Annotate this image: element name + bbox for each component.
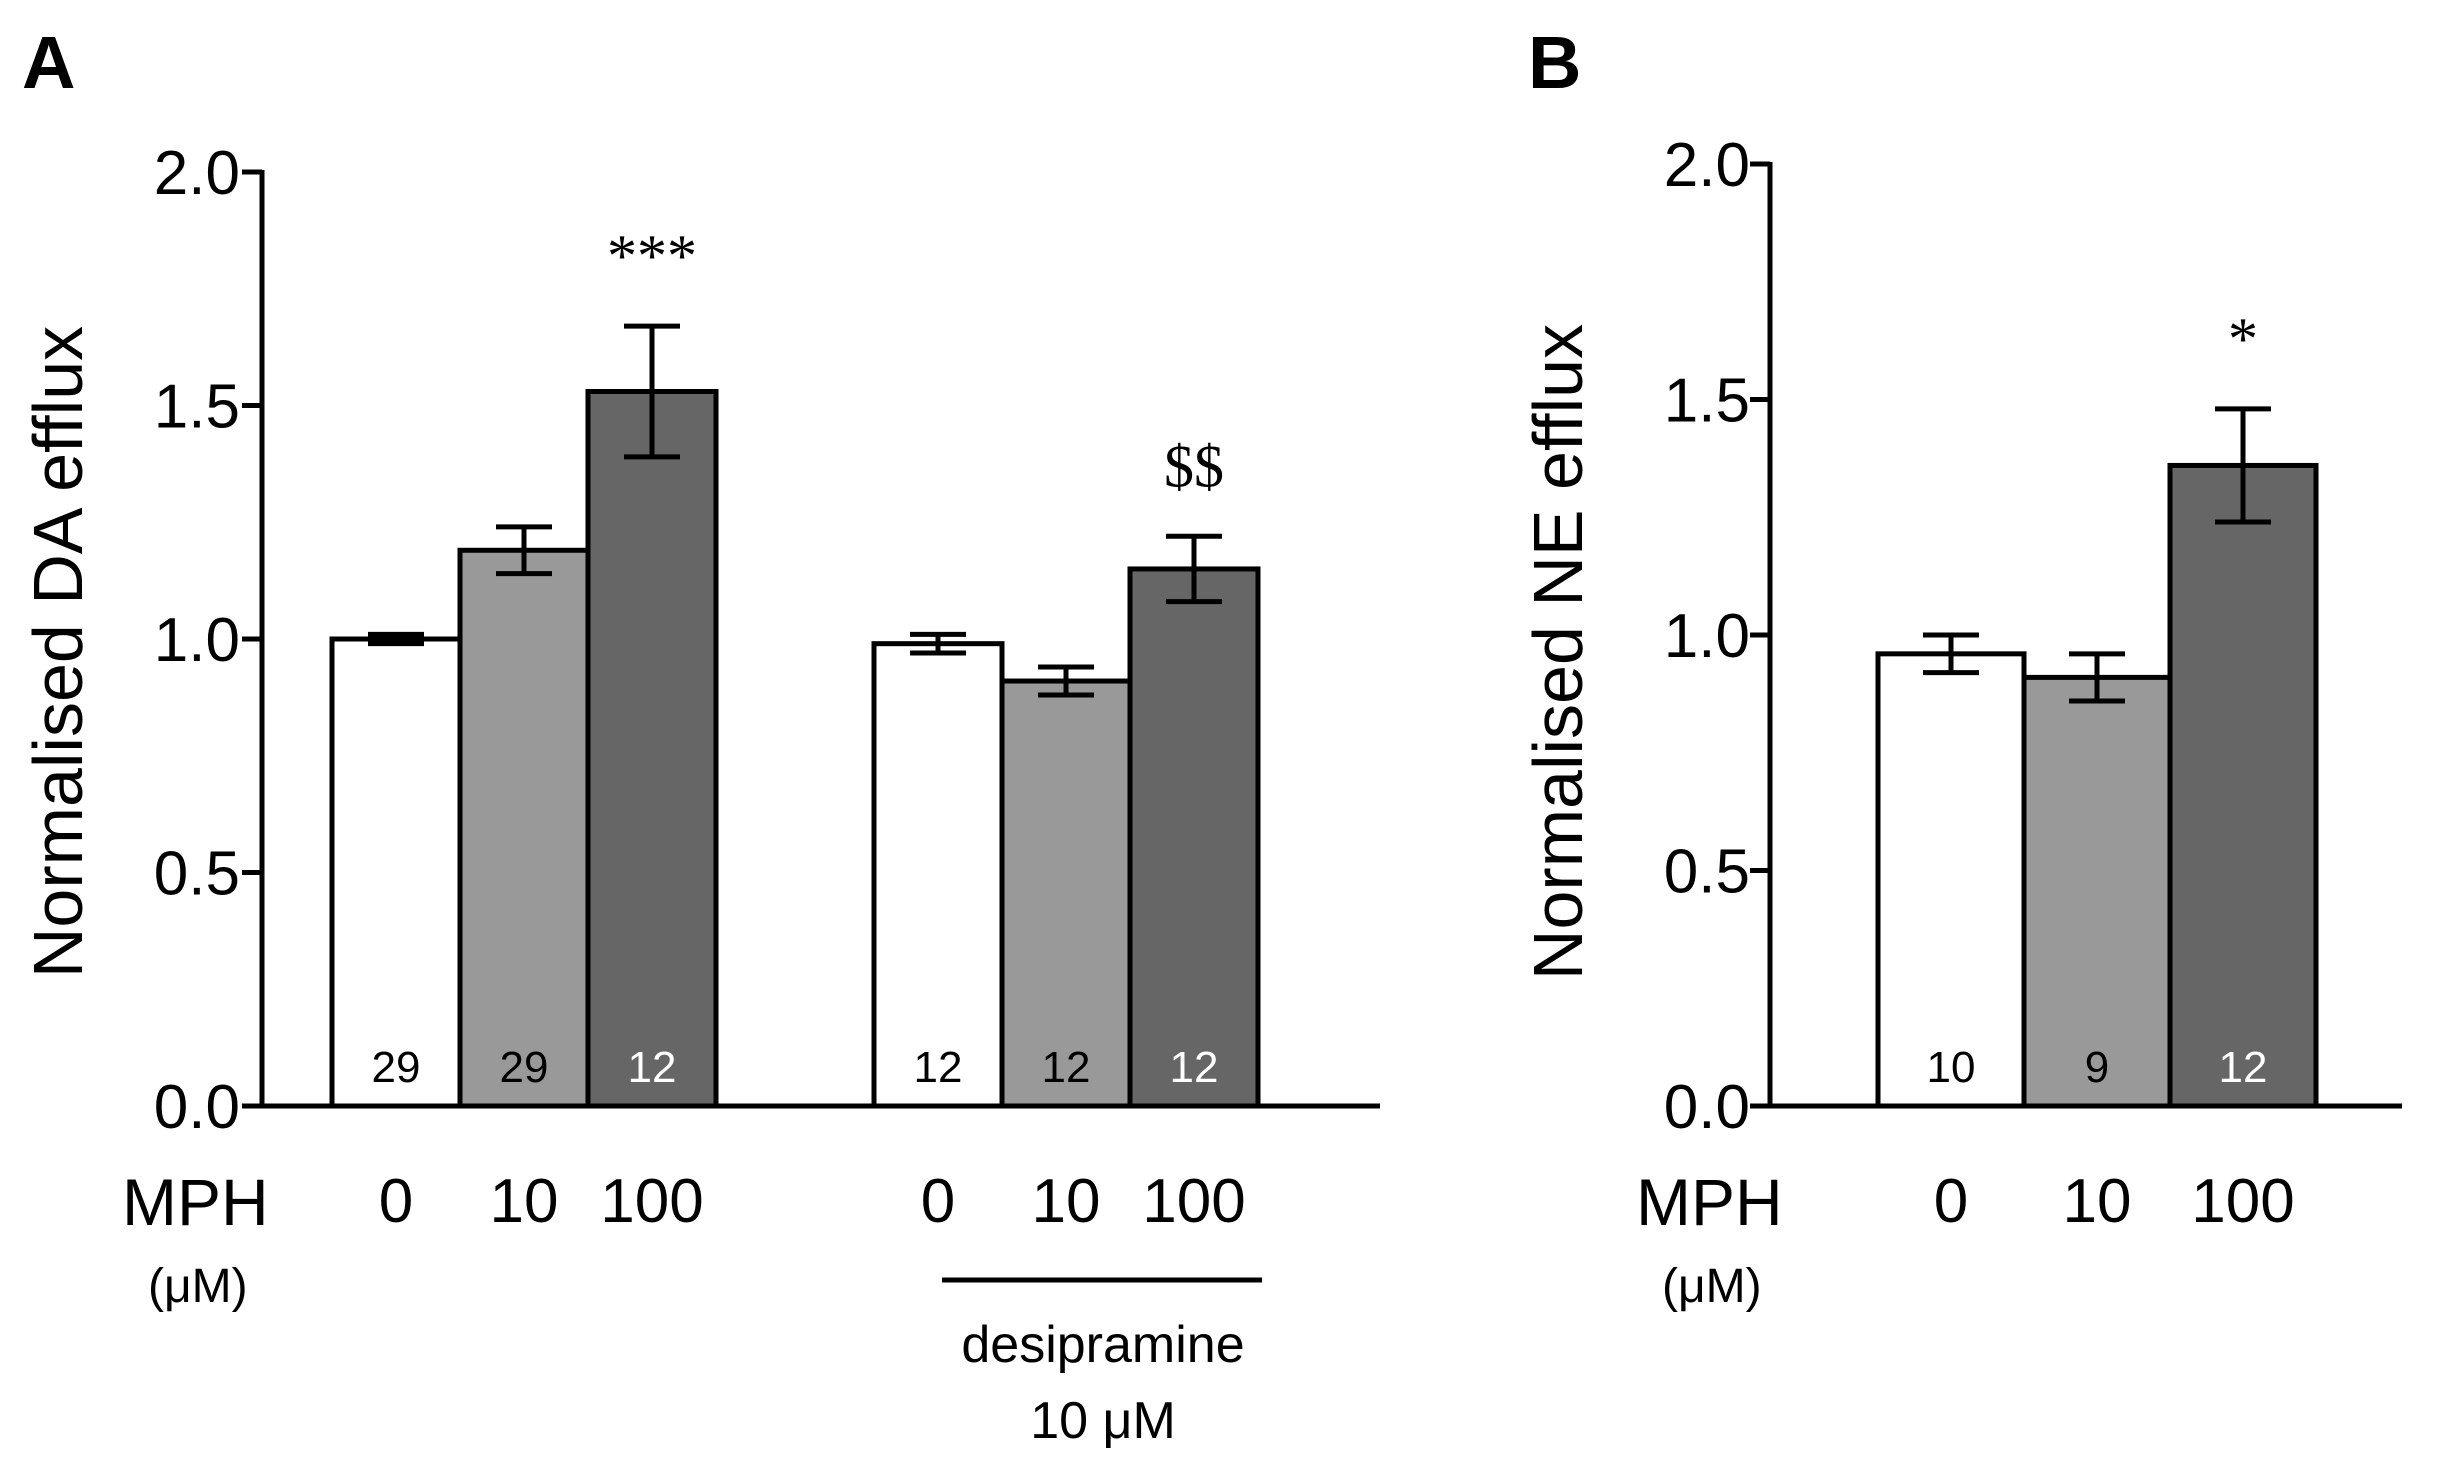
y-tick-label: 1.0	[154, 606, 240, 675]
bar-n-label: 9	[2085, 1043, 2109, 1092]
x-category-label: 10	[2063, 1167, 2132, 1236]
significance-annotation: $$	[1164, 433, 1224, 499]
y-tick-label: 0.5	[1664, 838, 1750, 907]
bar	[999, 678, 1133, 1109]
y-tick-label: 1.0	[1664, 602, 1750, 671]
y-tick-label: 0.0	[154, 1073, 240, 1142]
significance-annotation: ***	[607, 223, 697, 289]
y-tick-label: 2.0	[154, 139, 240, 208]
y-tick-label: 0.0	[1664, 1073, 1750, 1142]
x-row-unit-a: (μM)	[148, 1260, 248, 1313]
panel-b: B Normalised NE efflux MPH (μM) 0.0 0.5 1.…	[1519, 21, 2402, 1313]
x-category-label: 100	[2191, 1167, 2294, 1236]
y-axis-label-a: Normalised DA efflux	[19, 326, 97, 978]
panel-label-a: A	[22, 21, 75, 104]
x-row-unit-b: (μM)	[1662, 1260, 1762, 1313]
bar	[457, 547, 591, 1109]
significance-annotation: *	[2228, 306, 2258, 372]
bar	[2167, 462, 2319, 1109]
bar-n-label: 12	[1170, 1043, 1219, 1092]
x-category-label: 0	[921, 1167, 955, 1236]
group-label-line1: desipramine	[961, 1316, 1244, 1374]
group-label-line2: 10 μM	[1030, 1392, 1176, 1450]
x-row-label-b: MPH	[1636, 1165, 1783, 1239]
bar-n-label: 29	[500, 1043, 549, 1092]
bar	[329, 636, 463, 1109]
y-tick-label: 1.5	[1664, 367, 1750, 436]
bar	[585, 388, 719, 1109]
bar	[2021, 674, 2173, 1109]
panel-a: A Normalised DA efflux MPH (μM) desipram…	[19, 21, 1380, 1450]
x-category-label: 0	[379, 1167, 413, 1236]
x-category-label: 10	[1032, 1167, 1101, 1236]
bar-n-label: 12	[1042, 1043, 1091, 1092]
y-tick-label: 2.0	[1664, 131, 1750, 200]
bar-n-label: 12	[628, 1043, 677, 1092]
x-category-label: 0	[1934, 1167, 1968, 1236]
bar	[871, 641, 1005, 1109]
panel-label-b: B	[1528, 21, 1581, 104]
bar	[1875, 651, 2027, 1109]
bar	[1127, 566, 1261, 1109]
y-axis-label-b: Normalised NE efflux	[1519, 324, 1597, 980]
y-tick-label: 1.5	[154, 373, 240, 442]
y-tick-label: 0.5	[154, 840, 240, 909]
x-category-label: 10	[490, 1167, 559, 1236]
x-category-label: 100	[1142, 1167, 1245, 1236]
bar-n-label: 10	[1927, 1043, 1976, 1092]
bar-n-label: 29	[372, 1043, 421, 1092]
x-row-label-a: MPH	[122, 1165, 269, 1239]
x-category-label: 100	[600, 1167, 703, 1236]
bar-n-label: 12	[2219, 1043, 2268, 1092]
bar-n-label: 12	[914, 1043, 963, 1092]
